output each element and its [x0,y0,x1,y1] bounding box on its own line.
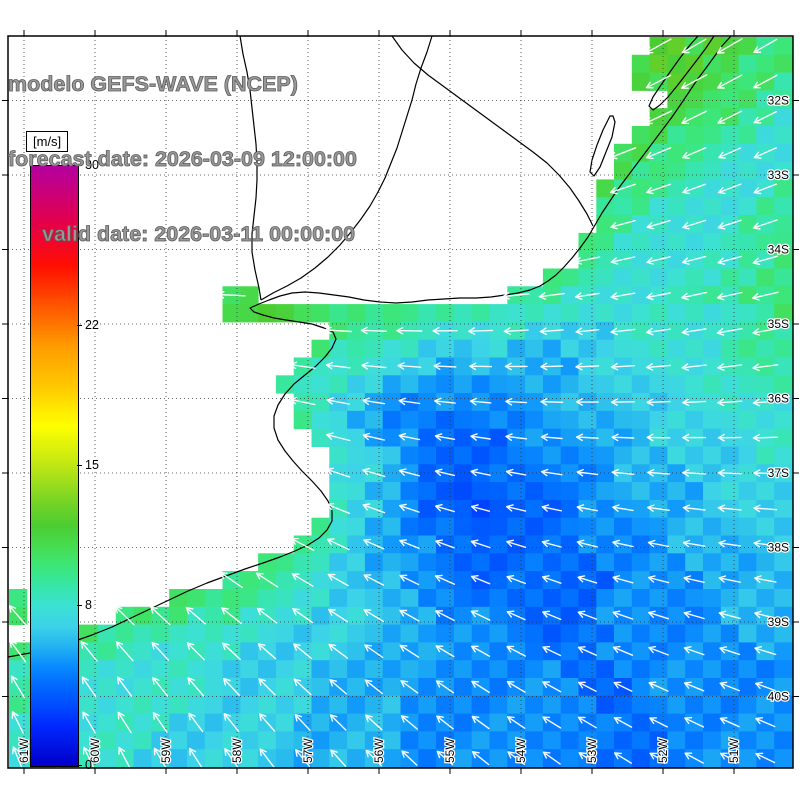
lat-label-39S: 39S [768,615,789,629]
colorbar-unit-label: [m/s] [26,131,69,152]
border-brazil-uruguay [391,35,594,227]
colorbar-tick-0: 0 [77,758,92,772]
lagoa-mirim [589,115,616,177]
title-valid-date: valid date: 2026-03-11 00:00:00 [42,222,356,247]
lon-label-51W: 51W [727,738,741,763]
lon-label-54W: 54W [514,738,528,763]
lon-label-59W: 59W [159,738,173,763]
lat-label-35S: 35S [768,317,789,331]
lon-label-57W: 57W [301,738,315,763]
lat-label-36S: 36S [768,392,789,406]
lon-label-58W: 58W [230,738,244,763]
map-frame [2,30,799,774]
coastline-group [7,35,732,658]
graticule [8,36,793,768]
lat-label-33S: 33S [768,168,789,182]
lon-label-60W: 60W [88,738,102,763]
title-forecast-date: forecast date: 2026-03-09 12:00:00 [8,147,358,172]
coastline-main [7,35,732,658]
colorbar-tick-8: 8 [77,598,92,612]
lon-label-56W: 56W [372,738,386,763]
lon-label-61W: 61W [17,738,31,763]
parana-river [239,35,262,301]
colorbar-ticks: 30 22 15 8 0 [77,158,121,772]
lon-label-55W: 55W [443,738,457,763]
lat-label-40S: 40S [768,690,789,704]
lat-label-32S: 32S [768,94,789,108]
colorbar-tick-30: 30 [77,158,99,172]
lat-label-34S: 34S [768,243,789,257]
lat-label-37S: 37S [768,466,789,480]
lon-label-53W: 53W [585,738,599,763]
colorbar-tick-22: 22 [77,318,99,332]
lagoa-dos-patos [648,35,715,111]
colorbar-tick-15: 15 [77,458,99,472]
lat-label-38S: 38S [768,541,789,555]
title-block: modelo GEFS-WAVE (NCEP) forecast date: 2… [8,22,358,272]
lon-label-52W: 52W [656,738,670,763]
border-uruguay-river [260,35,433,301]
title-model-name: modelo GEFS-WAVE (NCEP) [8,72,299,97]
axis-labels: 32S 33S 34S 35S 36S 37S 38S 39S 40S 61W 60W 59W 58W 5… [16,92,791,764]
colorbar-gradient [30,165,79,767]
